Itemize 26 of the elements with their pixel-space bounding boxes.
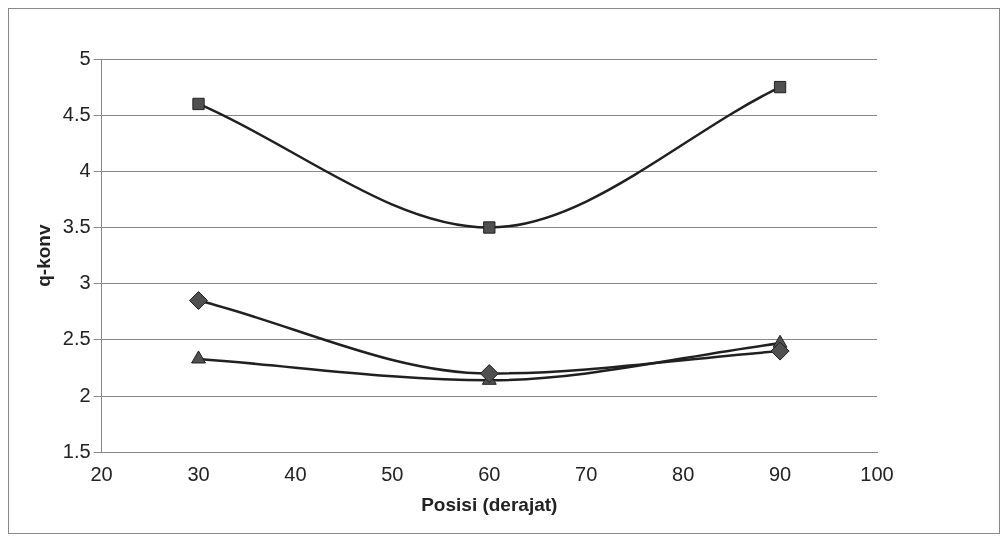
y-tick-label: 3 xyxy=(79,271,91,294)
x-tick-label: 30 xyxy=(187,462,210,485)
x-tick-label: 90 xyxy=(768,462,792,485)
point xyxy=(479,364,499,384)
y-tick-label: 4 xyxy=(79,158,91,181)
point xyxy=(189,291,209,311)
x-tick-label: 60 xyxy=(478,462,501,485)
y-tick-label: 4.5 xyxy=(62,102,91,125)
y-tick-label: 5 xyxy=(79,46,91,69)
y-axis-title: q-konv xyxy=(32,224,54,287)
y-tick-label: 1.5 xyxy=(62,439,91,462)
point xyxy=(191,350,206,364)
x-tick-label: 50 xyxy=(381,462,404,485)
x-tick-label: 80 xyxy=(672,462,695,485)
y-tick-label: 2.5 xyxy=(62,327,91,350)
x-axis-title: Posisi (derajat) xyxy=(421,493,558,515)
point xyxy=(192,97,205,111)
x-tick-label: 20 xyxy=(90,462,113,485)
point xyxy=(483,221,496,234)
y-tick-label: 2 xyxy=(79,383,91,406)
x-tick-label: 70 xyxy=(575,462,598,485)
point xyxy=(773,80,787,94)
x-tick-label: 100 xyxy=(860,462,894,485)
point xyxy=(770,341,790,361)
y-tick-label: 3.5 xyxy=(62,215,91,238)
x-tick-label: 40 xyxy=(284,462,307,485)
